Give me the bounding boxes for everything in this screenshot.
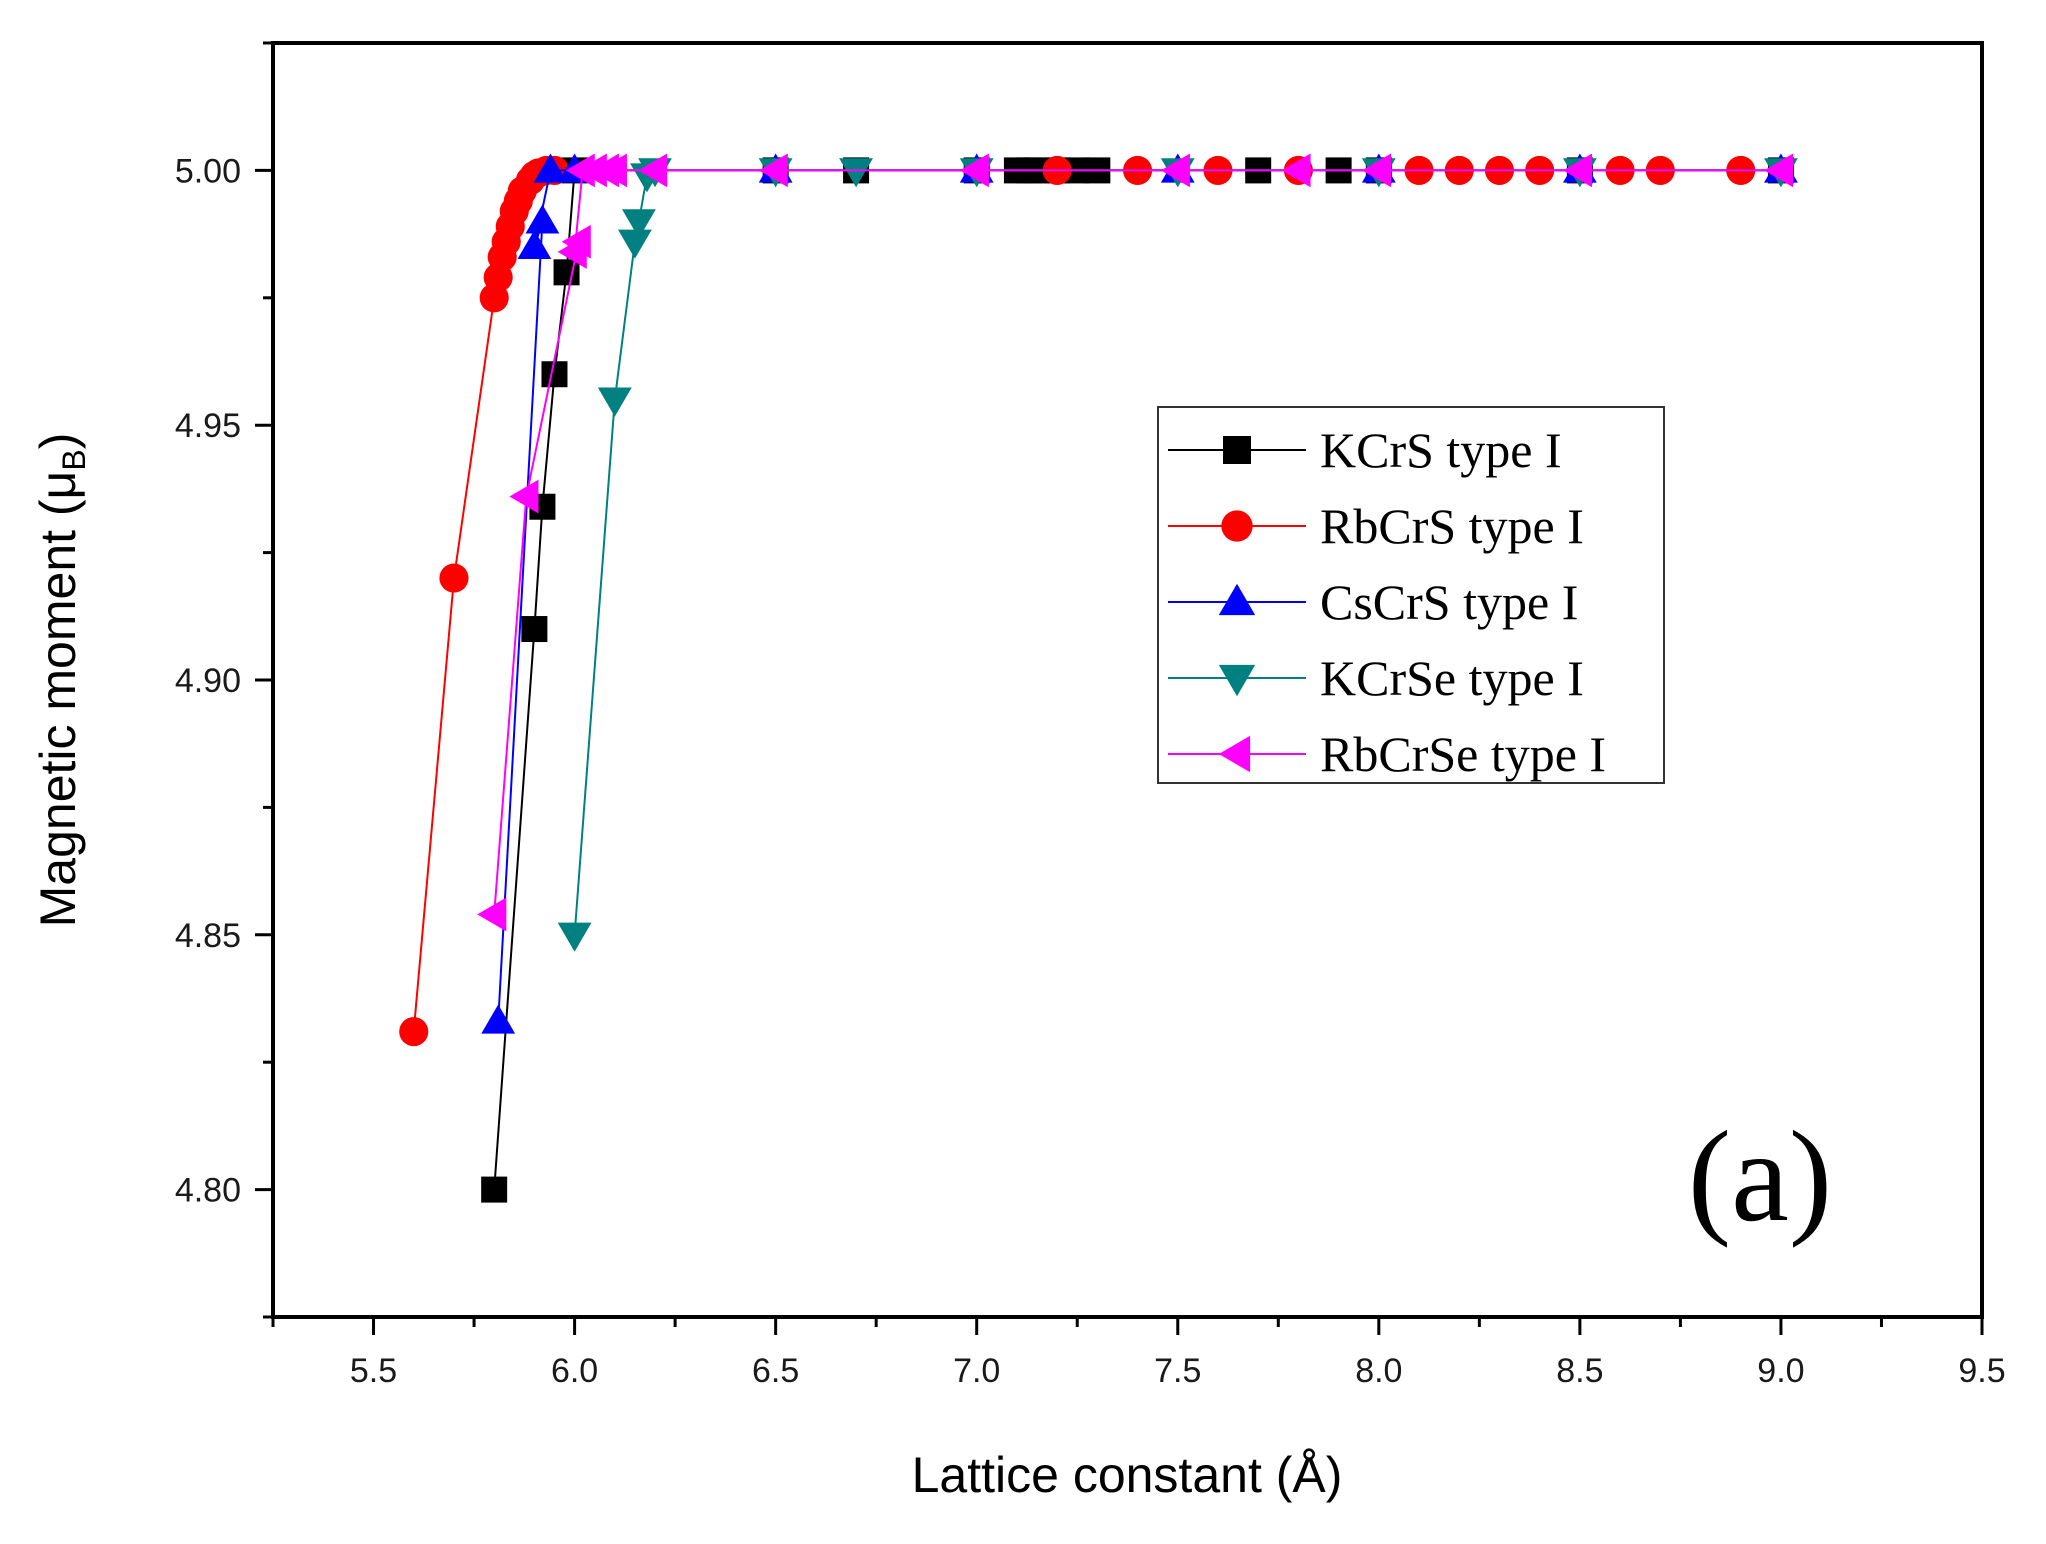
legend-item: CsCrS type I [1168, 574, 1578, 630]
legend-label: RbCrS type I [1320, 498, 1584, 554]
legend-swatch-marker [1223, 436, 1251, 464]
y-axis-title-mu: μ [30, 471, 86, 500]
x-tick-label: 8.0 [1355, 1352, 1402, 1390]
x-tick-label: 5.5 [350, 1352, 397, 1390]
data-point [553, 259, 580, 286]
legend-swatch-marker [1218, 735, 1251, 773]
data-point [1160, 153, 1190, 188]
x-tick-label: 6.0 [551, 1352, 598, 1390]
panel-label: (a) [1688, 1105, 1832, 1249]
data-point [541, 361, 568, 388]
legend-item: RbCrS type I [1168, 498, 1584, 554]
data-point [561, 224, 591, 259]
data-point [439, 563, 469, 593]
y-tick-label: 4.85 [175, 917, 241, 955]
x-axis-title: Lattice constant (Å) [912, 1447, 1343, 1503]
data-point [839, 158, 873, 188]
x-tick-label: 7.0 [953, 1352, 1000, 1390]
y-tick-label: 4.95 [175, 407, 241, 445]
legend-swatch-marker [1218, 664, 1256, 697]
series-5 [477, 153, 1794, 932]
legend-item: KCrSe type I [1168, 650, 1584, 706]
legend-label: RbCrSe type I [1320, 726, 1606, 782]
data-point [481, 1004, 516, 1034]
y-tick-label: 4.80 [175, 1172, 241, 1210]
data-point [1281, 153, 1311, 188]
y-axis-title-subscript: B [56, 449, 92, 470]
x-tick-label: 9.0 [1757, 1352, 1804, 1390]
legend-swatch-marker [1221, 510, 1253, 542]
data-point [959, 153, 989, 188]
data-point [622, 209, 656, 239]
y-axis-title: Magnetic moment (μB) [30, 433, 92, 928]
data-point [517, 229, 552, 260]
y-tick-label: 4.90 [175, 662, 241, 700]
legend-label: KCrS type I [1320, 422, 1562, 478]
x-tick-label: 6.5 [752, 1352, 799, 1390]
data-point [521, 616, 548, 643]
data-point [597, 387, 632, 417]
legend-label: CsCrS type I [1320, 574, 1578, 630]
data-point [509, 479, 539, 514]
x-tick-label: 9.5 [1958, 1352, 2005, 1390]
data-point [638, 153, 668, 188]
y-tick-label: 5.00 [175, 152, 241, 190]
legend-items: KCrS type I RbCrS type I CsCrS type I KCrSe… [1168, 422, 1606, 782]
data-point [399, 1017, 429, 1047]
x-tick-label: 7.5 [1154, 1352, 1201, 1390]
legend: KCrS type I RbCrS type I CsCrS type I KCrSe… [1157, 406, 1665, 784]
data-point [525, 204, 560, 234]
legend-item: RbCrSe type I [1168, 726, 1606, 782]
axis-tick-labels: 5.5 6.0 6.5 7.0 7.5 8.0 8.5 9.0 9.5 4.80 4.85 4.90 4… [175, 152, 2006, 1390]
data-point [618, 229, 652, 259]
x-tick-label: 8.5 [1556, 1352, 1603, 1390]
data-point [1361, 153, 1391, 188]
series-layer [399, 153, 1798, 1203]
y-axis-title-main: Magnetic moment ( [30, 499, 86, 927]
data-point [1764, 153, 1794, 188]
data-point [597, 153, 627, 188]
axis-ticks [255, 41, 1984, 1335]
data-point [557, 922, 592, 952]
data-point [481, 1176, 508, 1203]
data-point [533, 153, 568, 183]
data-point [477, 897, 507, 932]
legend-item: KCrS type I [1168, 422, 1562, 478]
data-point [758, 153, 788, 188]
y-axis-title-close: ) [30, 433, 86, 450]
legend-swatch-marker [1218, 583, 1256, 616]
legend-label: KCrSe type I [1320, 650, 1584, 706]
data-point [1562, 153, 1593, 188]
